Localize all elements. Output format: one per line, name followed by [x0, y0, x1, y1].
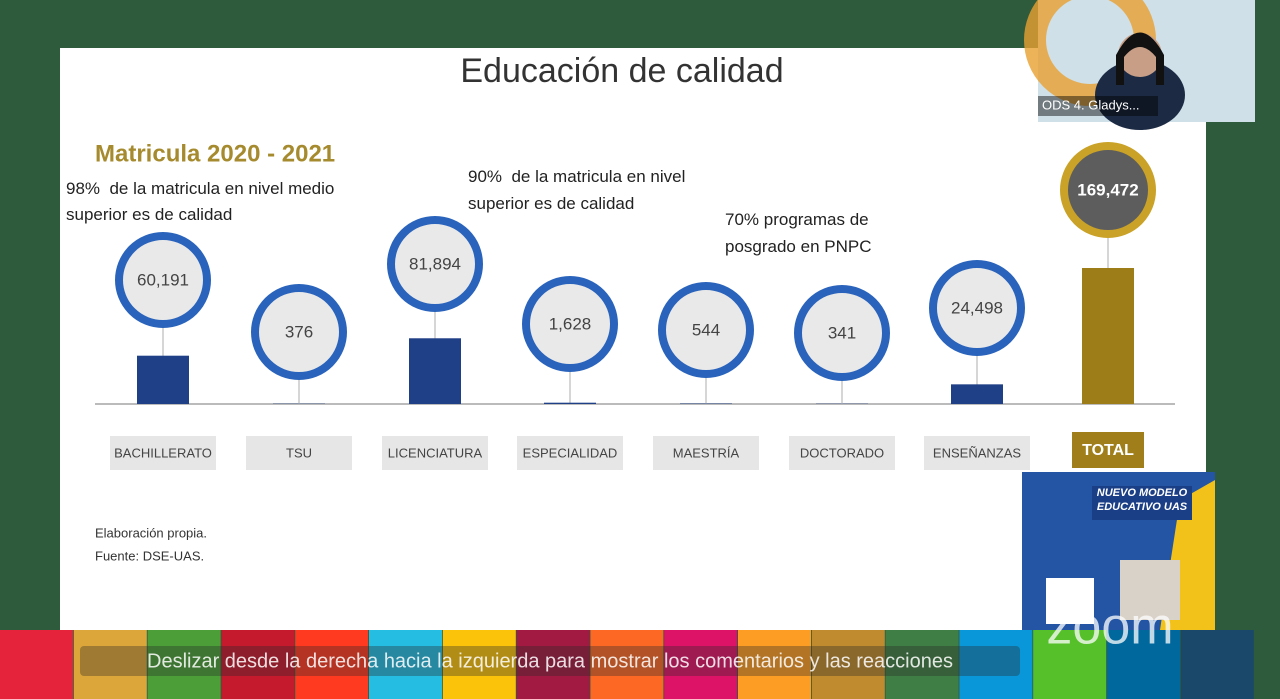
- poster-photo: [1120, 560, 1180, 620]
- video-tile: ODS 4. Gladys...: [1024, 0, 1255, 130]
- sdg-tile: [0, 630, 73, 699]
- category-label: BACHILLERATO: [114, 445, 212, 460]
- value-bubble: [115, 232, 211, 328]
- bar: [544, 402, 596, 404]
- sdg-tile: [221, 630, 295, 699]
- category-label: LICENCIATURA: [388, 445, 483, 460]
- value-label: 24,498: [951, 298, 1003, 317]
- annotation: 90% de la matricula en nivel superior es…: [468, 167, 686, 213]
- annotation-box: 90% de la matricula en nivel superior es…: [468, 167, 686, 213]
- value-bubble: [929, 260, 1025, 356]
- hair: [1116, 32, 1164, 85]
- category-label: TSU: [286, 445, 312, 460]
- sdg-tile: [147, 630, 221, 699]
- bar: [409, 338, 461, 404]
- sdg-tile: [1107, 630, 1180, 699]
- value-label: 376: [285, 322, 313, 341]
- bar: [951, 384, 1003, 404]
- zoom-watermark: zoom: [1046, 598, 1173, 656]
- name-bg: [1038, 96, 1158, 116]
- poster: NUEVO MODELO EDUCATIVO UAS: [1022, 472, 1215, 630]
- value-label: 341: [828, 323, 856, 342]
- category-box: [653, 436, 759, 470]
- annotation-box: 70% programas de posgrado en PNPC: [725, 210, 872, 256]
- category-label: DOCTORADO: [800, 445, 884, 460]
- value-label: 60,191: [137, 270, 189, 289]
- note: Fuente: DSE-UAS.: [95, 548, 204, 563]
- sdg-tile: [442, 630, 516, 699]
- sdg-tile: [885, 630, 959, 699]
- annotation: 98% de la matricula en nivel medio super…: [66, 179, 340, 224]
- sdg-tile: [590, 630, 664, 699]
- sdg-tile: [516, 630, 590, 699]
- category-label: TOTAL: [1082, 442, 1134, 459]
- bar: [1082, 268, 1134, 404]
- sdg-tile: [664, 630, 738, 699]
- sdg-tile: [959, 630, 1033, 699]
- qr-code: [1046, 578, 1094, 624]
- note: Elaboración propia.: [95, 525, 207, 540]
- sdg-tile: [369, 630, 442, 699]
- annotation: 70% programas de posgrado en PNPC: [725, 210, 872, 256]
- value-bubble: [658, 282, 754, 378]
- bar: [137, 355, 189, 404]
- poster-title-box: NUEVO MODELO EDUCATIVO UAS: [1096, 487, 1188, 513]
- value-label: 1,628: [549, 314, 592, 333]
- sdg-tile: [1033, 630, 1107, 699]
- category-box: [246, 436, 352, 470]
- category-label: MAESTRÍA: [673, 445, 740, 460]
- value-bubble: [1060, 142, 1156, 238]
- category-box: [382, 436, 488, 470]
- category-box: [924, 436, 1030, 470]
- value-label: 169,472: [1077, 180, 1138, 199]
- value-bubble: [387, 216, 483, 312]
- poster-title: NUEVO MODELO EDUCATIVO UAS: [1096, 487, 1188, 513]
- sdg-tile: [738, 630, 811, 699]
- participant-name: ODS 4. Gladys...: [1042, 97, 1140, 112]
- value-label: 81,894: [409, 254, 461, 273]
- value-bubble: [794, 285, 890, 381]
- hint: Deslizar desde la derecha hacia la izqui…: [147, 650, 953, 672]
- category-box: [517, 436, 623, 470]
- value-label: 544: [692, 320, 720, 339]
- poster-title-bg: [1092, 486, 1192, 520]
- value-bubble: [251, 284, 347, 380]
- sdg-strip: [0, 630, 1254, 699]
- hint-bg: [80, 646, 1020, 676]
- bar-chart: 60,191 BACHILLERATO 376 TSU 81,894 LICENCIATU…: [110, 142, 1156, 470]
- category-label: ENSEÑANZAS: [933, 445, 1021, 460]
- sdg-tile: [1180, 630, 1254, 699]
- slide-title: Educación de calidad: [460, 52, 783, 90]
- slide: [60, 48, 1206, 630]
- category-box: [789, 436, 895, 470]
- sdg-tile: [811, 630, 885, 699]
- annotation-box: 98% de la matricula en nivel medio super…: [66, 179, 340, 224]
- subtitle: Matricula 2020 - 2021: [95, 140, 335, 167]
- category-label: ESPECIALIDAD: [523, 445, 618, 460]
- value-bubble: [522, 276, 618, 372]
- category-box: [1072, 432, 1144, 468]
- sdg-tile: [73, 630, 147, 699]
- category-box: [110, 436, 216, 470]
- sdg-tile: [295, 630, 369, 699]
